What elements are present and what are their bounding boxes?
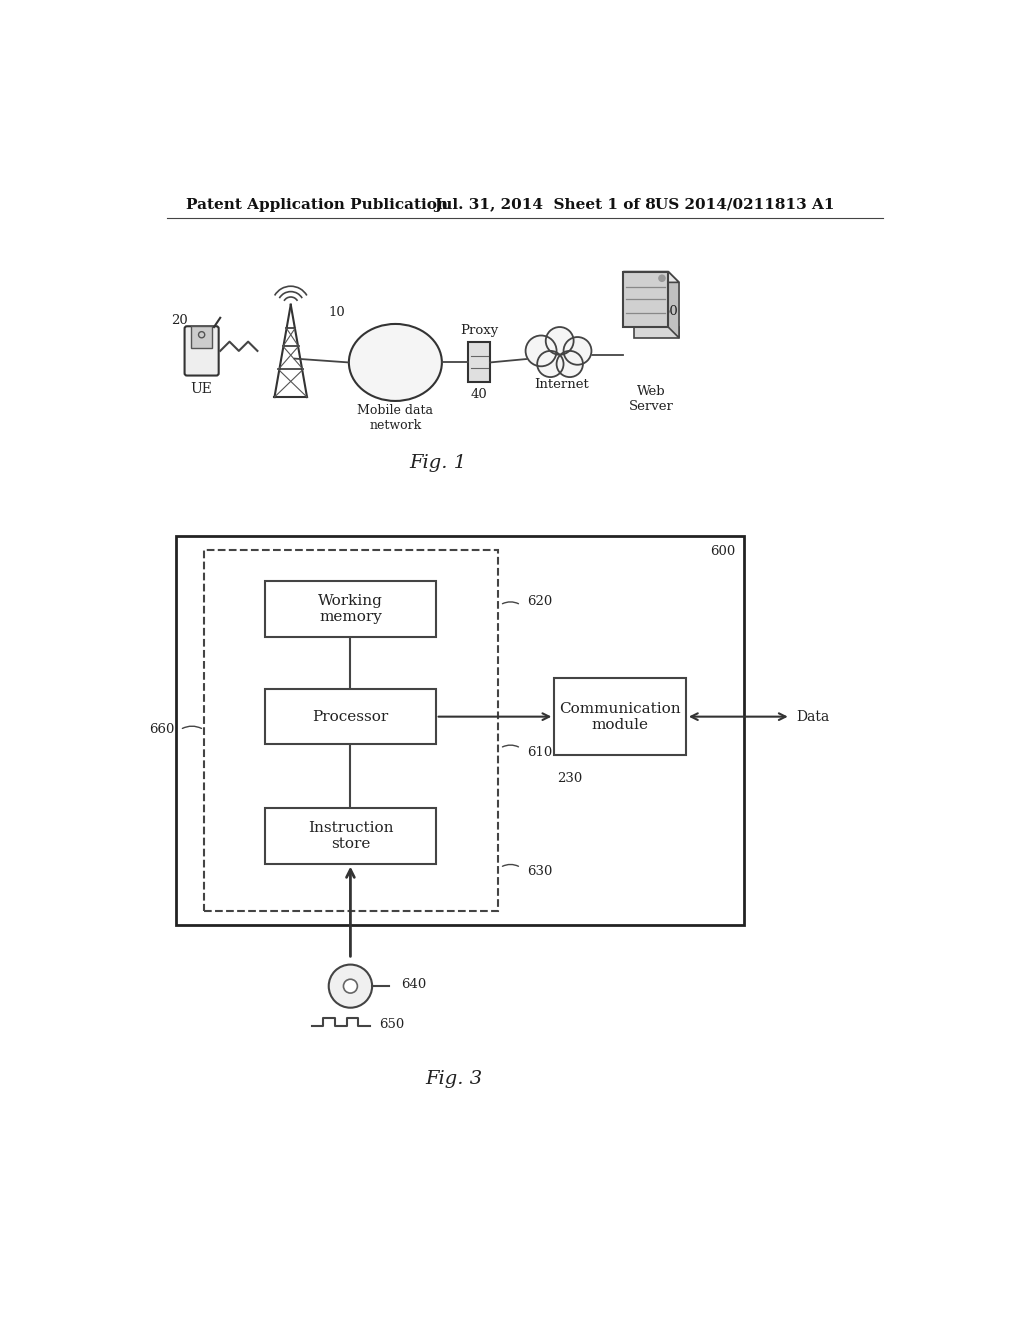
Text: Internet: Internet	[535, 378, 590, 391]
Text: 610: 610	[527, 746, 552, 759]
Text: 600: 600	[710, 545, 735, 557]
Text: Fig. 3: Fig. 3	[425, 1069, 482, 1088]
Text: 630: 630	[527, 865, 553, 878]
Text: 620: 620	[527, 594, 552, 607]
Polygon shape	[669, 272, 679, 338]
Text: 40: 40	[471, 388, 487, 400]
Bar	[176, 536, 744, 924]
Text: Processor: Processor	[312, 710, 388, 723]
Circle shape	[343, 979, 357, 993]
Text: US 2014/0211813 A1: US 2014/0211813 A1	[655, 198, 835, 211]
Bar	[190, 326, 212, 348]
Circle shape	[563, 337, 592, 364]
Text: 640: 640	[401, 978, 427, 991]
Text: 230: 230	[557, 772, 583, 785]
Circle shape	[538, 351, 563, 378]
Text: Instruction
store: Instruction store	[307, 821, 393, 851]
FancyBboxPatch shape	[184, 326, 219, 376]
Bar	[265, 581, 435, 636]
Text: Mobile data
network: Mobile data network	[357, 404, 433, 432]
Text: 10: 10	[329, 306, 346, 319]
Bar	[204, 549, 498, 911]
Text: Communication
module: Communication module	[559, 701, 681, 731]
Circle shape	[557, 351, 583, 378]
Bar	[265, 689, 435, 744]
Bar	[265, 808, 435, 863]
Text: Jul. 31, 2014  Sheet 1 of 8: Jul. 31, 2014 Sheet 1 of 8	[434, 198, 656, 211]
Bar	[554, 678, 686, 755]
Text: UE: UE	[190, 381, 213, 396]
Ellipse shape	[349, 323, 442, 401]
Bar	[624, 272, 669, 327]
Text: Working
memory: Working memory	[318, 594, 383, 624]
Text: Data: Data	[796, 710, 829, 723]
Text: 20: 20	[172, 314, 188, 327]
Circle shape	[546, 327, 573, 355]
Text: Fig. 1: Fig. 1	[410, 454, 467, 471]
Polygon shape	[624, 272, 679, 282]
Circle shape	[199, 331, 205, 338]
Bar	[468, 342, 489, 383]
Text: 50: 50	[663, 305, 679, 318]
Text: Proxy: Proxy	[460, 325, 499, 338]
Text: Patent Application Publication: Patent Application Publication	[186, 198, 449, 211]
Circle shape	[525, 335, 557, 367]
Text: 660: 660	[150, 723, 174, 737]
Circle shape	[658, 275, 665, 281]
Text: Web
Server: Web Server	[629, 385, 674, 413]
Circle shape	[329, 965, 372, 1007]
Polygon shape	[634, 327, 679, 338]
Text: 650: 650	[379, 1018, 404, 1031]
